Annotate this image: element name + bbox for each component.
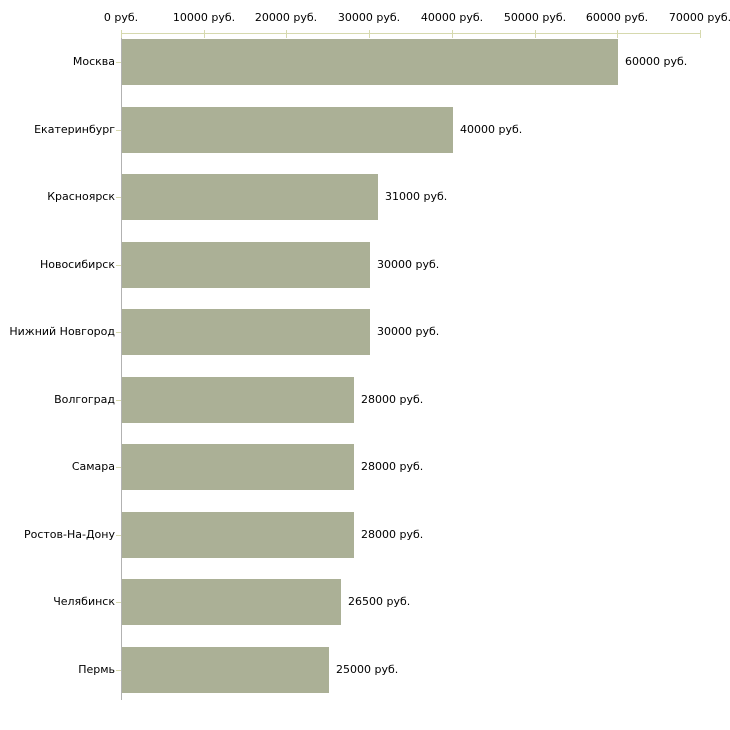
x-axis-tick — [286, 30, 287, 38]
category-label: Самара — [71, 460, 115, 473]
x-axis-tick — [535, 30, 536, 38]
y-axis-line — [121, 33, 122, 700]
bar — [122, 647, 329, 693]
value-label: 60000 руб. — [625, 55, 688, 68]
value-label: 28000 руб. — [361, 460, 424, 473]
category-tick — [116, 197, 121, 198]
x-axis-tick — [452, 30, 453, 38]
bar — [122, 309, 370, 355]
category-tick — [116, 467, 121, 468]
bar — [122, 579, 341, 625]
value-label: 40000 руб. — [460, 123, 523, 136]
category-label: Ростов-На-Дону — [23, 528, 115, 541]
category-tick — [116, 130, 121, 131]
x-axis-tick-label: 60000 руб. — [585, 11, 649, 24]
value-label: 28000 руб. — [361, 393, 424, 406]
x-axis-tick — [369, 30, 370, 38]
bar — [122, 512, 354, 558]
x-axis-tick — [617, 30, 618, 38]
value-label: 30000 руб. — [377, 258, 440, 271]
bar — [122, 242, 370, 288]
bar — [122, 377, 354, 423]
category-tick — [116, 62, 121, 63]
x-axis-tick-label: 70000 руб. — [668, 11, 730, 24]
bar — [122, 174, 378, 220]
x-axis-tick-label: 50000 руб. — [503, 11, 567, 24]
category-tick — [116, 535, 121, 536]
category-tick — [116, 332, 121, 333]
x-axis-tick-label: 40000 руб. — [420, 11, 484, 24]
x-axis-tick-label: 20000 руб. — [254, 11, 318, 24]
value-label: 26500 руб. — [348, 595, 411, 608]
category-label: Екатеринбург — [34, 123, 115, 136]
category-label: Нижний Новгород — [9, 325, 115, 338]
x-axis-tick — [700, 30, 701, 38]
category-label: Красноярск — [47, 190, 115, 203]
bar — [122, 107, 453, 153]
x-axis-tick — [204, 30, 205, 38]
x-axis-tick-label: 30000 руб. — [337, 11, 401, 24]
bar — [122, 444, 354, 490]
value-label: 28000 руб. — [361, 528, 424, 541]
category-label: Челябинск — [53, 595, 115, 608]
value-label: 31000 руб. — [385, 190, 448, 203]
x-axis-tick — [121, 30, 122, 38]
category-tick — [116, 400, 121, 401]
value-label: 25000 руб. — [336, 663, 399, 676]
category-tick — [116, 602, 121, 603]
category-label: Волгоград — [54, 393, 115, 406]
category-tick — [116, 265, 121, 266]
category-tick — [116, 670, 121, 671]
category-label: Пермь — [78, 663, 115, 676]
x-axis-tick-label: 10000 руб. — [172, 11, 236, 24]
category-label: Москва — [72, 55, 115, 68]
x-axis-tick-label: 0 руб. — [103, 11, 139, 24]
x-axis-line — [121, 33, 701, 34]
bar — [122, 39, 618, 85]
category-label: Новосибирск — [39, 258, 115, 271]
value-label: 30000 руб. — [377, 325, 440, 338]
